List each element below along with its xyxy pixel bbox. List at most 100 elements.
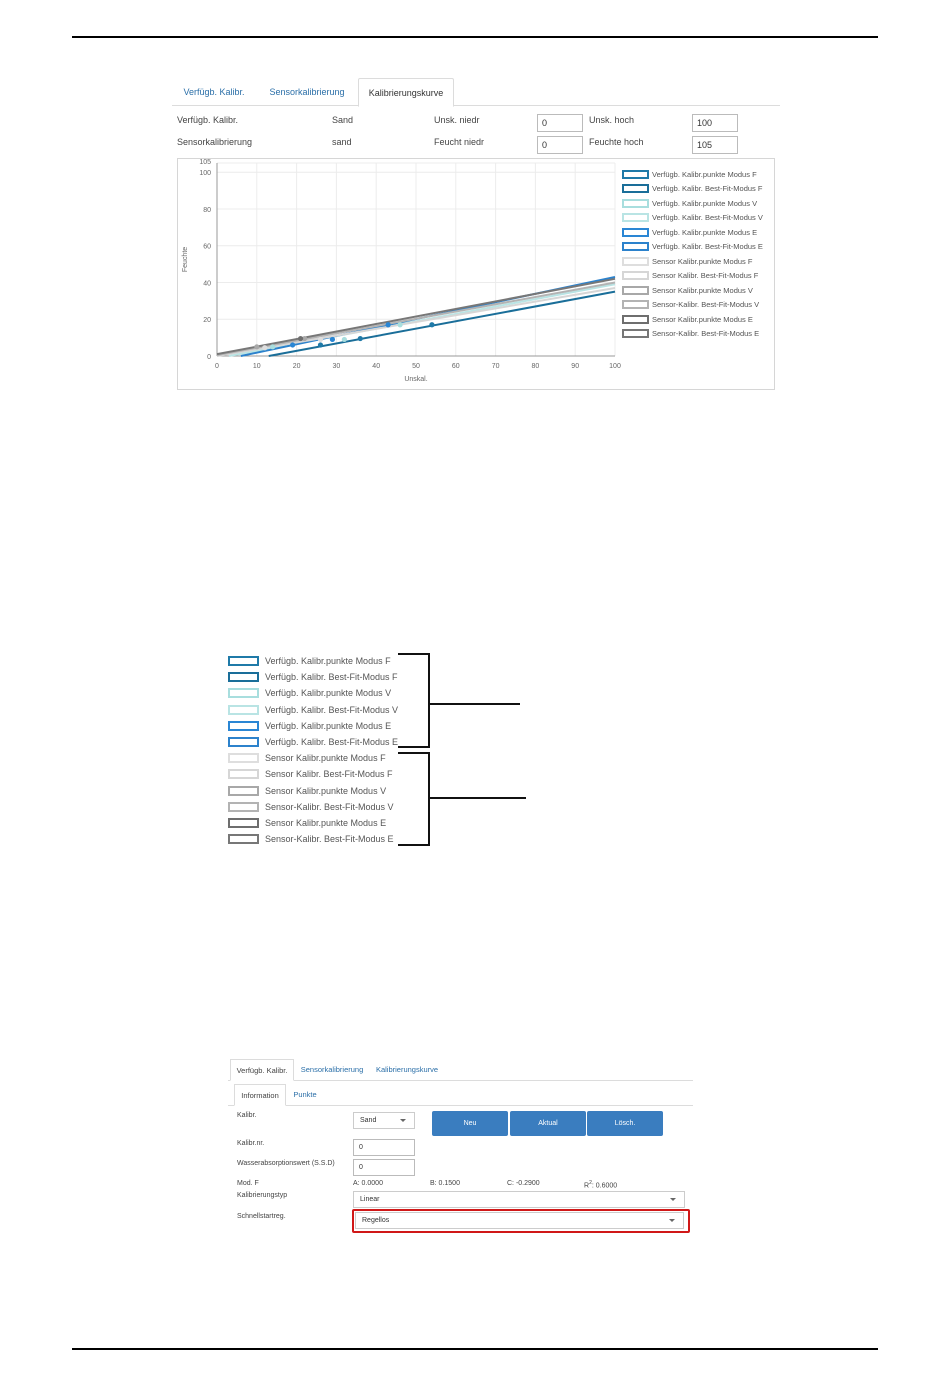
- legend-detail-swatch: [228, 818, 259, 828]
- chevron-down-icon: [669, 1219, 675, 1222]
- unsk-niedr-input[interactable]: 0: [537, 114, 583, 132]
- chart-legend-item: Verfügb. Kalibr.punkte Modus V: [622, 197, 757, 209]
- x-tick-label: 60: [452, 363, 460, 370]
- legend-detail-label: Verfügb. Kalibr.punkte Modus E: [265, 720, 392, 731]
- legend-detail-label: Verfügb. Kalibr. Best-Fit-Modus E: [265, 737, 399, 747]
- chart-legend-swatch: [622, 329, 649, 338]
- chart-legend-item: Sensor Kalibr.punkte Modus F: [622, 255, 752, 267]
- tab-verfuegb-kalibr[interactable]: Verfügb. Kalibr.: [230, 1059, 294, 1081]
- legend-detail: Verfügb. Kalibr.punkte Modus F Verfügb. K…: [226, 652, 536, 852]
- legend-detail-swatch: [228, 672, 259, 683]
- coef-a: A: 0.0000: [353, 1180, 383, 1187]
- feuchte-hoch-label: Feuchte hoch: [589, 137, 644, 147]
- chart-legend-item: Sensor-Kalibr. Best-Fit-Modus V: [622, 299, 759, 311]
- tab-verfuegb-kalibr[interactable]: Verfügb. Kalibr.: [183, 87, 245, 97]
- mod-label: Mod. F: [237, 1180, 259, 1187]
- feuchte-hoch-input[interactable]: 105: [692, 136, 738, 154]
- kalibrierungstyp-select[interactable]: Linear: [353, 1191, 685, 1208]
- neu-button[interactable]: Neu: [432, 1111, 508, 1136]
- legend-detail-item: Verfügb. Kalibr.punkte Modus F: [228, 654, 391, 668]
- pointer-sensor: [430, 797, 526, 799]
- tab-kalibrierungskurve[interactable]: Kalibrierungskurve: [375, 1065, 439, 1074]
- tab-sensorkalibrierung[interactable]: Sensorkalibrierung: [300, 1065, 364, 1074]
- series-line: [216, 277, 616, 356]
- coef-r2: R2: 0.6000: [584, 1180, 617, 1189]
- tab-sensorkalibrierung[interactable]: Sensorkalibrierung: [269, 87, 345, 97]
- tab-bar: Verfügb. Kalibr. Sensorkalibrierung Kali…: [172, 78, 780, 107]
- schnellstart-label: Schnellstartreg.: [237, 1213, 286, 1220]
- legend-detail-item: Verfügb. Kalibr. Best-Fit-Modus F: [228, 670, 398, 684]
- verf-kalibr-label: Verfügb. Kalibr.: [177, 115, 239, 125]
- legend-detail-label: Verfügb. Kalibr. Best-Fit-Modus F: [265, 672, 398, 683]
- kalibrnr-input[interactable]: 0: [353, 1139, 415, 1156]
- legend-detail-swatch: [228, 720, 259, 731]
- feucht-niedr-input[interactable]: 0: [537, 136, 583, 154]
- data-point: [385, 322, 391, 328]
- x-tick-label: 20: [293, 363, 301, 370]
- chart-legend-item: Verfügb. Kalibr. Best-Fit-Modus F: [622, 183, 762, 195]
- sensor-kalibr-value: sand: [332, 137, 352, 147]
- x-tick-label: 80: [532, 363, 540, 370]
- subtab-information[interactable]: Information: [234, 1084, 286, 1106]
- x-tick-label: 50: [412, 363, 420, 370]
- calibration-chart: 0 10 20 30 40 50 60 70 80 90 100 0 20 40 60 80 100 105 Uns…: [177, 158, 775, 390]
- sensor-kalibr-label: Sensorkalibrierung: [177, 137, 253, 147]
- tab-kalibrierungskurve[interactable]: Kalibrierungskurve: [358, 78, 454, 107]
- y-tick-label: 0: [207, 354, 211, 361]
- chart-legend-label: Verfügb. Kalibr. Best-Fit-Modus E: [652, 242, 763, 251]
- calibration-curve-panel: Verfügb. Kalibr. Sensorkalibrierung Kali…: [172, 78, 780, 392]
- series-line: [216, 287, 616, 357]
- legend-detail-label: Sensor-Kalibr. Best-Fit-Modus E: [265, 834, 394, 845]
- wasser-input[interactable]: 0: [353, 1159, 415, 1176]
- unsk-hoch-input[interactable]: 100: [692, 114, 738, 132]
- legend-detail-swatch: [228, 688, 259, 699]
- legend-detail-item: Sensor Kalibr.punkte Modus E: [228, 816, 386, 830]
- data-point: [317, 336, 324, 343]
- chart-legend-label: Sensor Kalibr.punkte Modus E: [652, 314, 753, 324]
- x-tick-label: 100: [609, 363, 621, 370]
- kalibr-label: Kalibr.: [237, 1112, 257, 1119]
- legend-detail-label: Sensor Kalibr.punkte Modus V: [265, 785, 387, 796]
- x-tick-label: 70: [492, 363, 500, 370]
- legend-detail-item: Sensor Kalibr. Best-Fit-Modus F: [228, 767, 393, 781]
- chart-legend-swatch: [622, 300, 649, 309]
- chevron-down-icon: [670, 1198, 676, 1201]
- pointer-available: [430, 703, 520, 705]
- legend-detail-swatch: [228, 753, 259, 764]
- bracket-sensor-bottom: [398, 844, 430, 846]
- chart-legend-label: Verfügb. Kalibr.punkte Modus V: [652, 198, 758, 208]
- loesch-button[interactable]: Lösch.: [587, 1111, 663, 1136]
- subtab-punkte[interactable]: Punkte: [293, 1090, 317, 1099]
- chart-legend-item: Verfügb. Kalibr. Best-Fit-Modus V: [622, 212, 763, 224]
- series-line: [268, 290, 616, 357]
- y-tick-label: 60: [203, 244, 211, 251]
- aktual-button[interactable]: Aktual: [510, 1111, 586, 1136]
- chart-legend-swatch: [622, 213, 649, 222]
- kalibr-select[interactable]: Sand: [353, 1112, 415, 1129]
- legend-detail-item: Sensor-Kalibr. Best-Fit-Modus V: [228, 800, 394, 814]
- legend-detail-item: Verfügb. Kalibr.punkte Modus E: [228, 719, 391, 733]
- y-tick-label: 40: [203, 280, 211, 287]
- legend-detail-swatch: [228, 785, 259, 796]
- chart-legend-item: Sensor Kalibr.punkte Modus V: [622, 284, 753, 296]
- data-point: [297, 335, 304, 342]
- bracket-sensor-vertical: [428, 752, 430, 846]
- y-tick-label: 105: [199, 159, 211, 166]
- y-tick-label: 80: [203, 207, 211, 214]
- legend-detail-label: Verfügb. Kalibr. Best-Fit-Modus V: [265, 704, 399, 715]
- schnellstart-value: Regellos: [362, 1217, 390, 1224]
- chart-legend-swatch: [622, 227, 649, 237]
- kalibrierungstyp-label: Kalibrierungstyp: [237, 1192, 288, 1199]
- legend-detail-swatch: [228, 704, 259, 715]
- unsk-hoch-label: Unsk. hoch: [589, 115, 635, 125]
- x-tick-label: 30: [333, 363, 341, 370]
- legend-detail-swatch: [228, 656, 259, 666]
- data-point: [262, 345, 268, 351]
- wasser-label: Wasserabsorptionswert (S.S.D): [237, 1160, 335, 1167]
- chart-legend-item: Verfügb. Kalibr.punkte Modus F: [622, 168, 757, 180]
- schnellstart-select[interactable]: Regellos: [355, 1212, 684, 1229]
- y-axis-label: Feuchte: [182, 247, 189, 272]
- coef-r2-prefix: R: [584, 1182, 590, 1190]
- chart-legend-label: Verfügb. Kalibr. Best-Fit-Modus F: [652, 184, 763, 193]
- legend-detail-label: Verfügb. Kalibr.punkte Modus F: [265, 656, 391, 666]
